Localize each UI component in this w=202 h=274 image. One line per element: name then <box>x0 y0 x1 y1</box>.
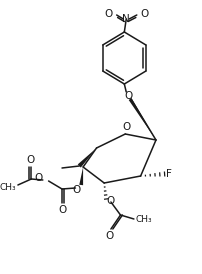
Text: O: O <box>72 185 81 195</box>
Text: O: O <box>140 9 149 19</box>
Text: O: O <box>35 173 43 183</box>
Polygon shape <box>79 167 83 185</box>
Text: CH₃: CH₃ <box>135 215 152 224</box>
Text: O: O <box>105 9 113 19</box>
Text: CH₃: CH₃ <box>0 184 17 193</box>
Text: O: O <box>107 196 115 206</box>
Text: N: N <box>122 14 130 24</box>
Text: O: O <box>106 231 114 241</box>
Text: F: F <box>166 169 172 179</box>
Polygon shape <box>78 148 97 168</box>
Text: O: O <box>59 205 67 215</box>
Polygon shape <box>129 98 156 140</box>
Text: O: O <box>122 122 130 132</box>
Text: O: O <box>124 91 132 101</box>
Text: O: O <box>26 155 35 165</box>
